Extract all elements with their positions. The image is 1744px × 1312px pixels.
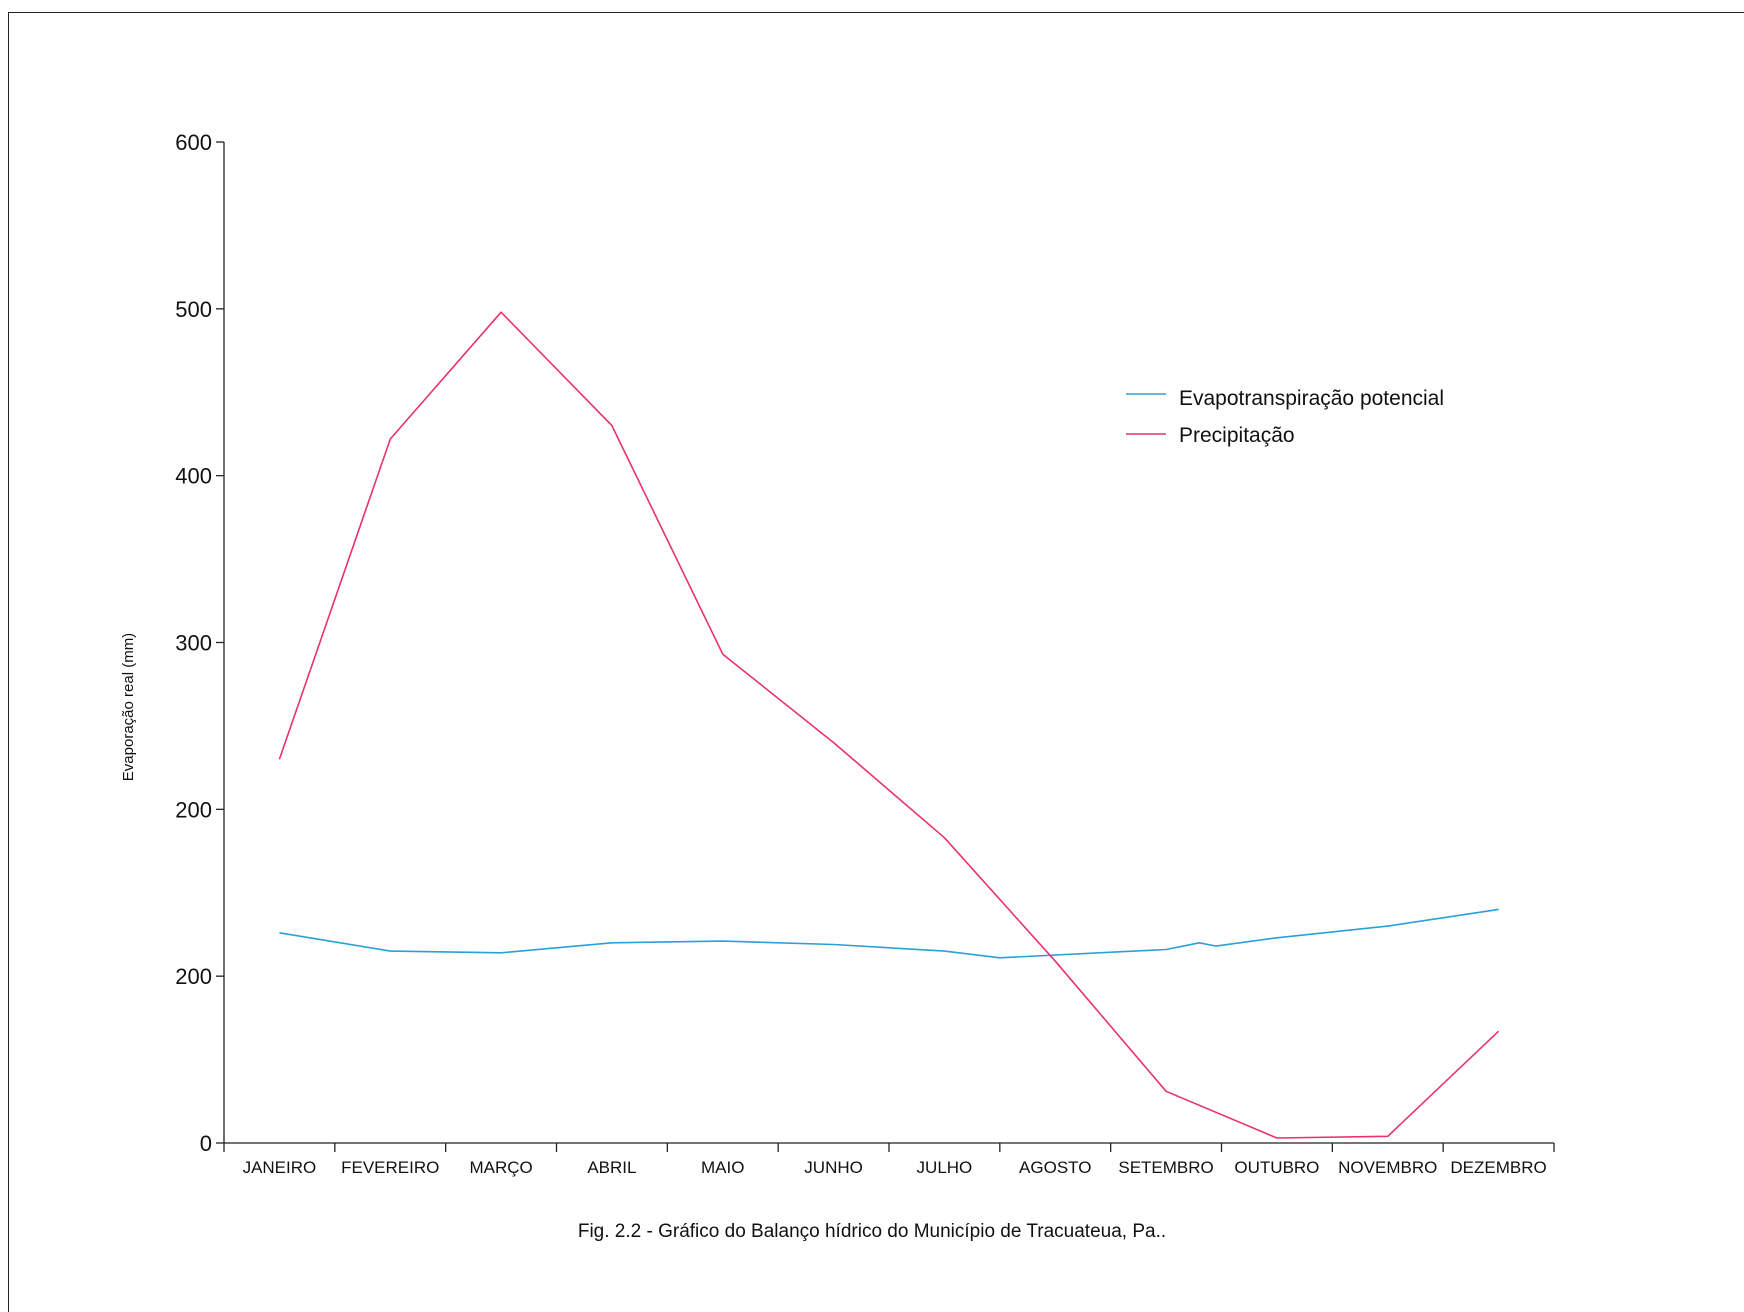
chart-frame bbox=[8, 12, 1744, 1312]
x-tick-label: JUNHO bbox=[804, 1158, 863, 1177]
x-tick-label: OUTUBRO bbox=[1234, 1158, 1319, 1177]
y-axis-label: Evaporação real (mm) bbox=[120, 633, 137, 781]
series-layer bbox=[278, 311, 1500, 1139]
x-tick-label: DEZEMBRO bbox=[1450, 1158, 1546, 1177]
y-tick-label: 500 bbox=[175, 297, 212, 322]
x-tick-label: JULHO bbox=[917, 1158, 973, 1177]
y-ticks: 0 200 200 300 400 500 600 bbox=[175, 130, 224, 1156]
x-tick-label: SETEMBRO bbox=[1118, 1158, 1213, 1177]
series-line-0 bbox=[279, 908, 1499, 959]
y-tick-label: 400 bbox=[175, 464, 212, 489]
chart: 0 200 200 300 400 500 600 JANEIRO FEVEREIRO MARÇ… bbox=[120, 130, 1555, 1242]
legend-label-precipitacao: Precipitação bbox=[1179, 424, 1295, 447]
y-tick-label: 600 bbox=[175, 130, 212, 155]
x-tick-label: MAIO bbox=[701, 1158, 744, 1177]
x-tick-label: ABRIL bbox=[587, 1158, 636, 1177]
x-ticks: JANEIRO FEVEREIRO MARÇO ABRIL MAIO JUNHO JULHO… bbox=[223, 1143, 1555, 1177]
figure-caption: Fig. 2.2 - Gráfico do Balanço hídrico do… bbox=[578, 1221, 1166, 1242]
legend-label-evapotranspiracao: Evapotranspiração potencial bbox=[1179, 387, 1444, 410]
y-tick-label: 200 bbox=[175, 964, 212, 989]
y-tick-label: 200 bbox=[175, 797, 212, 822]
y-tick-label: 0 bbox=[200, 1131, 212, 1156]
axes bbox=[223, 142, 1554, 1144]
x-tick-label: MARÇO bbox=[469, 1158, 532, 1177]
x-tick-label: JANEIRO bbox=[243, 1158, 317, 1177]
legend: Evapotranspiração potencial Precipitação bbox=[1126, 387, 1444, 447]
x-tick-label: AGOSTO bbox=[1019, 1158, 1091, 1177]
x-tick-label: NOVEMBRO bbox=[1338, 1158, 1437, 1177]
y-tick-label: 300 bbox=[175, 631, 212, 656]
series-line-1 bbox=[278, 311, 1500, 1139]
x-tick-label: FEVEREIRO bbox=[341, 1158, 439, 1177]
